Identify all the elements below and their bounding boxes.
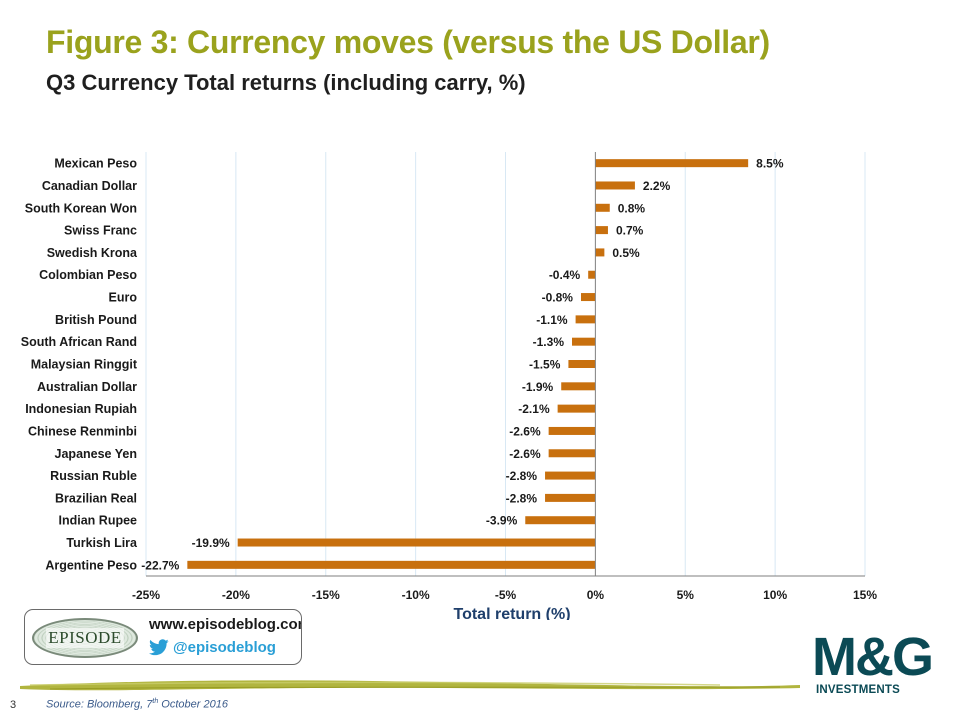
bar — [595, 181, 635, 190]
bar — [545, 493, 596, 502]
category-label: Canadian Dollar — [42, 179, 137, 193]
data-label: -1.9% — [522, 380, 554, 394]
page-number: 3 — [10, 699, 17, 711]
bar — [595, 159, 749, 168]
page-title: Figure 3: Currency moves (versus the US … — [46, 24, 770, 60]
bar — [595, 203, 610, 212]
data-label: -19.9% — [192, 536, 230, 550]
bar — [595, 226, 608, 235]
category-label: Mexican Peso — [54, 157, 137, 171]
x-tick-label: -25% — [132, 588, 160, 602]
blog-url-link[interactable]: www.episodeblog.com — [149, 616, 302, 633]
data-label: -2.8% — [506, 491, 538, 505]
data-label: 0.8% — [618, 201, 646, 215]
bar — [575, 315, 596, 324]
category-label: Turkish Lira — [66, 536, 138, 550]
data-label: -2.1% — [518, 402, 550, 416]
episode-blog-badge[interactable]: EPISODE www.episodeblog.com @episodeblog — [24, 609, 302, 665]
category-label: Colombian Peso — [39, 268, 137, 282]
bar — [525, 516, 596, 525]
twitter-handle: @episodeblog — [173, 639, 276, 656]
data-label: -0.4% — [549, 268, 581, 282]
episode-logo-text: EPISODE — [46, 628, 124, 648]
category-label: South Korean Won — [25, 201, 137, 215]
data-label: -2.6% — [509, 447, 541, 461]
category-label: Indonesian Rupiah — [25, 402, 137, 416]
category-label: Japanese Yen — [55, 447, 137, 461]
page-subtitle: Q3 Currency Total returns (including car… — [46, 70, 526, 95]
source-suffix: October 2016 — [158, 698, 228, 711]
data-label: -1.1% — [536, 313, 568, 327]
data-label: -3.9% — [486, 514, 518, 528]
x-tick-label: 15% — [853, 588, 877, 602]
x-tick-label: -10% — [402, 588, 430, 602]
bar — [572, 337, 596, 346]
twitter-bird-icon — [149, 639, 169, 656]
data-label: 8.5% — [756, 157, 784, 171]
twitter-link[interactable]: @episodeblog — [149, 639, 276, 656]
category-label: Australian Dollar — [37, 380, 137, 394]
source-note: Source: Bloomberg, 7th October 2016 — [46, 698, 228, 711]
x-tick-label: 10% — [763, 588, 787, 602]
currency-returns-chart: -25% -20% -15% -10% -5% 0% 5% 10% 15% Total retur… — [21, 152, 877, 620]
data-label: -0.8% — [542, 291, 574, 305]
category-label: Swedish Krona — [47, 246, 138, 260]
data-label: -2.6% — [509, 424, 541, 438]
category-label: Malaysian Ringgit — [31, 358, 138, 372]
category-label: Chinese Renminbi — [28, 424, 137, 438]
bar — [187, 560, 596, 569]
category-label: South African Rand — [21, 335, 137, 349]
bar — [588, 270, 596, 279]
bar — [545, 471, 596, 480]
bar — [580, 293, 596, 302]
category-label: Argentine Peso — [45, 558, 137, 572]
data-label: -1.3% — [533, 335, 565, 349]
bar — [561, 382, 596, 391]
category-label: Euro — [109, 291, 138, 305]
data-label: -2.8% — [506, 469, 538, 483]
source-prefix: Source: Bloomberg, 7 — [46, 698, 153, 711]
bar — [595, 248, 605, 257]
x-axis-label: Total return (%) — [453, 606, 570, 620]
x-tick-label: -15% — [312, 588, 340, 602]
category-label: Indian Rupee — [59, 514, 138, 528]
data-label: -22.7% — [141, 558, 179, 572]
bar — [568, 360, 596, 368]
category-label: Brazilian Real — [55, 491, 137, 505]
bar — [237, 538, 596, 547]
category-label: Swiss Franc — [64, 224, 137, 238]
category-label: British Pound — [55, 313, 137, 327]
bar — [557, 404, 596, 413]
x-tick-label: 0% — [587, 588, 605, 602]
data-label: 0.7% — [616, 224, 644, 238]
brush-stroke-divider — [20, 680, 800, 691]
bar — [548, 426, 596, 435]
episode-logo: EPISODE — [32, 618, 138, 658]
source-superscript: th — [152, 698, 159, 705]
x-tick-label: -5% — [495, 588, 517, 602]
category-label: Russian Ruble — [50, 469, 137, 483]
x-tick-label: -20% — [222, 588, 250, 602]
data-label: 2.2% — [643, 179, 671, 193]
data-label: 0.5% — [612, 246, 640, 260]
mg-logo: M&G — [812, 627, 934, 687]
data-label: -1.5% — [529, 358, 561, 372]
mg-investments-label: INVESTMENTS — [816, 684, 900, 696]
x-tick-label: 5% — [677, 588, 695, 602]
bar — [548, 449, 596, 458]
